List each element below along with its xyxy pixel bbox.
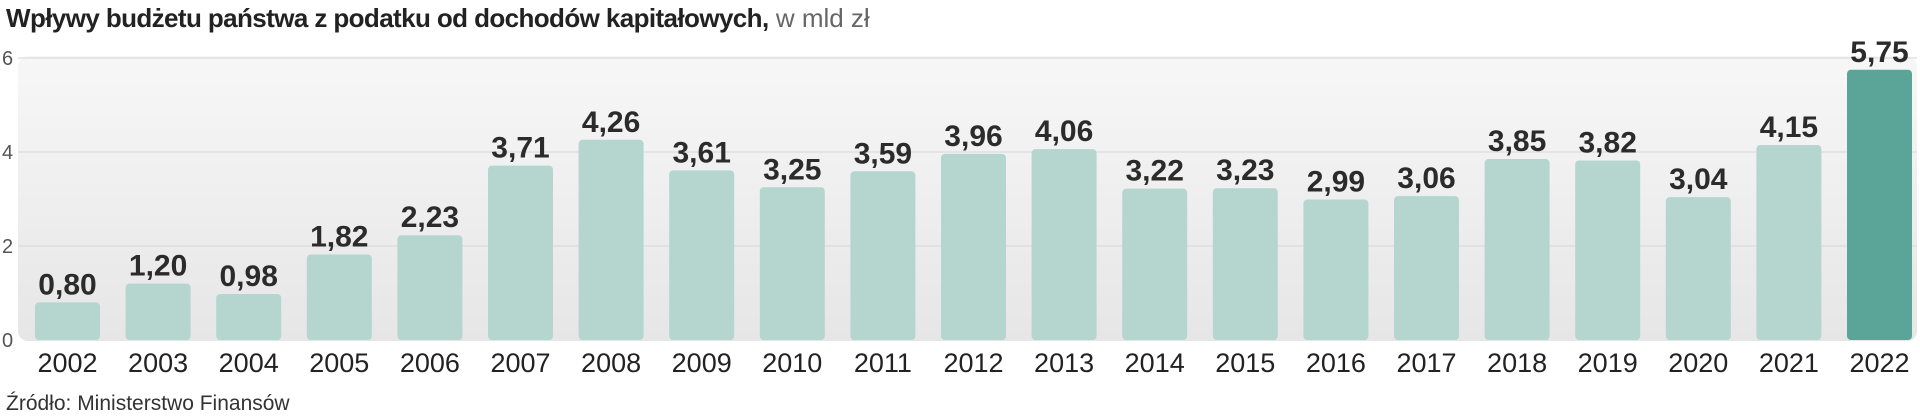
x-tick-label-2011: 2011 (854, 348, 912, 378)
bar-2011 (850, 171, 916, 340)
chart-title-main: Wpływy budżetu państwa z podatku od doch… (6, 3, 769, 33)
x-tick-label-2022: 2022 (1849, 348, 1909, 378)
value-label-2009: 3,61 (673, 136, 731, 169)
x-tick-label-2015: 2015 (1215, 348, 1275, 378)
x-tick-label-2008: 2008 (581, 348, 641, 378)
x-tick-label-2012: 2012 (943, 348, 1003, 378)
value-label-2003: 1,20 (129, 250, 187, 283)
bar-2009 (669, 170, 735, 340)
bar-2005 (306, 254, 372, 340)
bar-2017 (1394, 196, 1459, 340)
value-label-2016: 2,99 (1307, 165, 1365, 198)
x-tick-label-2013: 2013 (1034, 348, 1094, 378)
x-tick-label-2009: 2009 (672, 348, 732, 378)
bar-2010 (759, 187, 825, 340)
x-tick-label-2004: 2004 (219, 348, 279, 378)
value-label-2011: 3,59 (854, 137, 912, 170)
value-label-2021: 4,15 (1760, 111, 1818, 144)
bar-2022 (1847, 69, 1912, 340)
chart-unit: w mld zł (775, 3, 870, 33)
bar-2003 (125, 283, 191, 340)
bar-2016 (1303, 199, 1369, 340)
y-tick-label: 0 (2, 330, 13, 352)
x-tick-label-2005: 2005 (309, 348, 369, 378)
x-tick-label-2003: 2003 (128, 348, 188, 378)
bar-2006 (397, 235, 463, 340)
x-tick-label-2017: 2017 (1396, 348, 1456, 378)
value-label-2013: 4,06 (1035, 115, 1093, 148)
x-tick-label-2010: 2010 (762, 348, 822, 378)
bar-2014 (1122, 188, 1188, 340)
value-label-2008: 4,26 (582, 106, 640, 139)
bar-2012 (941, 153, 1006, 340)
value-label-2007: 3,71 (491, 132, 549, 165)
value-label-2010: 3,25 (763, 153, 821, 186)
value-label-2005: 1,82 (310, 220, 368, 253)
y-tick-label: 2 (2, 236, 13, 258)
bar-2007 (488, 165, 553, 340)
source-note: Źródło: Ministerstwo Finansów (6, 392, 290, 415)
bar-2020 (1665, 197, 1731, 340)
x-tick-label-2019: 2019 (1578, 348, 1638, 378)
x-tick-label-2016: 2016 (1306, 348, 1366, 378)
bar-2004 (216, 293, 282, 340)
x-tick-label-2014: 2014 (1125, 348, 1185, 378)
value-label-2022: 5,75 (1850, 36, 1908, 69)
bar-2013 (1031, 149, 1097, 340)
value-label-2020: 3,04 (1669, 163, 1728, 196)
bar-2021 (1756, 144, 1822, 340)
value-label-2014: 3,22 (1126, 155, 1184, 188)
x-tick-label-2020: 2020 (1668, 348, 1728, 378)
bar-2008 (578, 139, 644, 340)
x-tick-label-2021: 2021 (1759, 348, 1819, 378)
bar-2015 (1212, 188, 1278, 340)
x-tick-label-2018: 2018 (1487, 348, 1547, 378)
x-tick-label-2007: 2007 (490, 348, 550, 378)
x-tick-label-2006: 2006 (400, 348, 460, 378)
value-label-2019: 3,82 (1579, 126, 1637, 159)
y-tick-label: 4 (2, 142, 13, 164)
value-label-2002: 0,80 (38, 268, 96, 301)
value-label-2006: 2,23 (401, 201, 459, 234)
bar-2002 (35, 302, 100, 340)
value-label-2018: 3,85 (1488, 125, 1546, 158)
x-tick-label-2002: 2002 (37, 348, 97, 378)
value-label-2004: 0,98 (220, 260, 278, 293)
bar-2018 (1484, 159, 1550, 340)
bar-2019 (1575, 160, 1641, 340)
value-label-2015: 3,23 (1216, 154, 1274, 187)
value-label-2017: 3,06 (1397, 162, 1455, 195)
y-tick-label: 6 (2, 48, 13, 70)
chart-title: Wpływy budżetu państwa z podatku od doch… (6, 2, 870, 34)
value-label-2012: 3,96 (944, 120, 1002, 153)
